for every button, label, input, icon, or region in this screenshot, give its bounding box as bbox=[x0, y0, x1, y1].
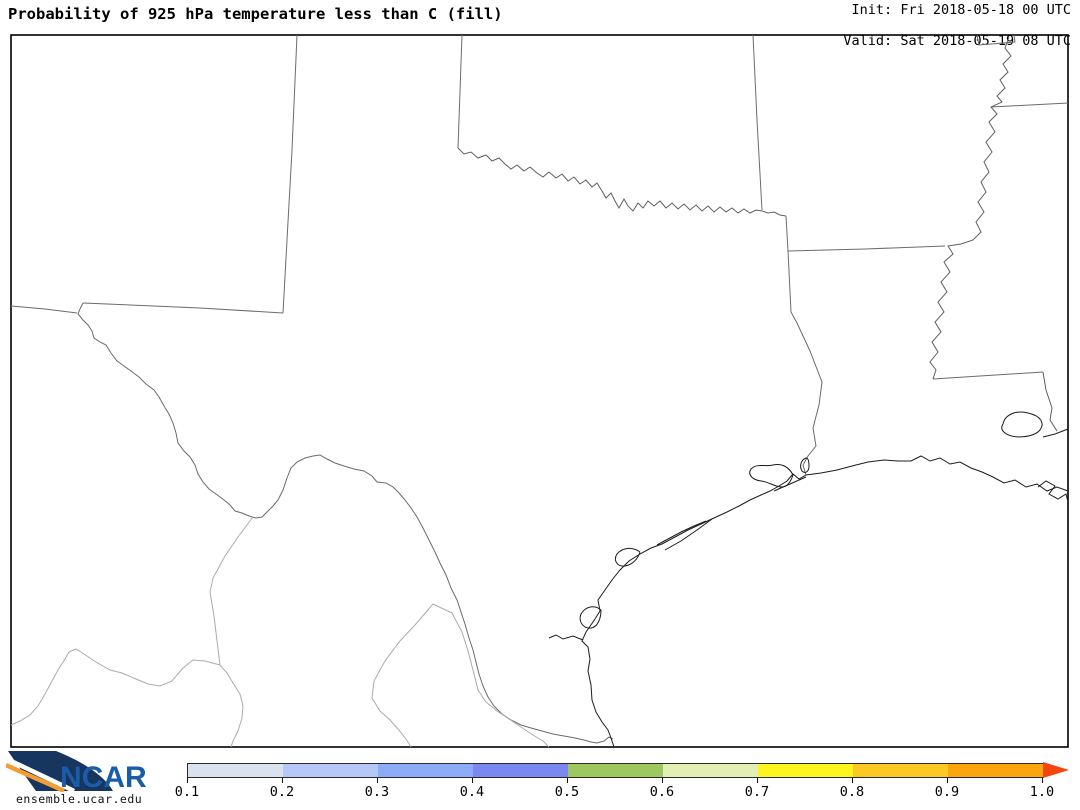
ncar-logo-white-stripe bbox=[6, 756, 76, 792]
colorbar-tick bbox=[662, 778, 663, 783]
gulf-coastline bbox=[581, 455, 1069, 748]
sabine-lake bbox=[800, 457, 810, 473]
border-oklahoma-arkansas bbox=[752, 34, 763, 211]
border-chihuahua-coahuila bbox=[209, 516, 254, 666]
colorbar-segments bbox=[187, 763, 1044, 778]
border-arkansas-louisiana bbox=[787, 245, 946, 252]
baffin-bay bbox=[548, 634, 584, 641]
colorbar-tick-label: 0.3 bbox=[364, 784, 390, 800]
border-coahuila-durango bbox=[219, 664, 244, 748]
border-louisiana-mississippi-31n bbox=[932, 371, 1044, 380]
border-texas-arkansas bbox=[785, 215, 789, 252]
colorbar-segment bbox=[853, 764, 948, 777]
colorbar-tick bbox=[377, 778, 378, 783]
galveston-island bbox=[773, 476, 807, 492]
colorbar-tick-label: 0.2 bbox=[269, 784, 295, 800]
site-url: ensemble.ucar.edu bbox=[16, 792, 143, 806]
valid-time: Valid: Sat 2018-05-19 08 UTC bbox=[843, 33, 1071, 49]
red-river-texas-oklahoma bbox=[457, 147, 787, 217]
ncar-logo-swoosh bbox=[8, 751, 113, 791]
colorbar-segment bbox=[948, 764, 1043, 777]
colorbar-segment bbox=[378, 764, 473, 777]
mississippi-river bbox=[929, 36, 1012, 380]
ncar-logo-text: NCAR bbox=[60, 761, 147, 792]
model-times: Init: Fri 2018-05-18 00 UTC Valid: Sat 2… bbox=[843, 2, 1071, 50]
border-nuevoleon-tamaulipas bbox=[432, 603, 550, 748]
colorbar-tick bbox=[282, 778, 283, 783]
matagorda-bay bbox=[656, 520, 707, 546]
colorbar-tick-label: 0.1 bbox=[174, 784, 200, 800]
border-newmexico-texas-south bbox=[82, 302, 284, 314]
colorbar-tick-label: 1.0 bbox=[1029, 784, 1055, 800]
colorbar-tick bbox=[852, 778, 853, 783]
colorbar-tick bbox=[757, 778, 758, 783]
colorbar-tick bbox=[472, 778, 473, 783]
colorbar-segment bbox=[758, 764, 853, 777]
map-frame bbox=[10, 34, 1069, 748]
border-coahuila-nuevoleon bbox=[371, 603, 434, 748]
probability-colorbar: 0.1 0.2 0.3 0.4 0.5 0.6 0.7 0.8 0.9 1.0 bbox=[175, 762, 1069, 803]
colorbar-tick bbox=[187, 778, 188, 783]
mississippi-sound-shore bbox=[1042, 428, 1069, 438]
border-texas-oklahoma-100w bbox=[457, 34, 463, 149]
border-texas-louisiana-sabine bbox=[787, 250, 823, 476]
colorbar-tick bbox=[1042, 778, 1043, 783]
colorbar-tick-label: 0.5 bbox=[554, 784, 580, 800]
corpus-christi-bay bbox=[579, 606, 602, 629]
colorbar-tick bbox=[947, 778, 948, 783]
ncar-logo: NCAR bbox=[6, 751, 147, 792]
colorbar-segment bbox=[568, 764, 663, 777]
border-chihuahua-durango bbox=[10, 648, 221, 726]
border-mexico-newmexico bbox=[10, 305, 78, 314]
page-title: Probability of 925 hPa temperature less … bbox=[8, 5, 503, 23]
colorbar-tick-label: 0.9 bbox=[934, 784, 960, 800]
init-time: Init: Fri 2018-05-18 00 UTC bbox=[851, 2, 1071, 18]
pearl-river bbox=[1042, 371, 1058, 432]
mississippi-delta bbox=[1037, 480, 1069, 503]
colorbar-tick-label: 0.7 bbox=[744, 784, 770, 800]
colorbar-tick bbox=[567, 778, 568, 783]
rio-grande-border bbox=[77, 302, 614, 744]
colorbar-segment bbox=[283, 764, 378, 777]
border-tennessee-mississippi bbox=[990, 102, 1069, 108]
galveston-bay bbox=[749, 464, 794, 488]
colorbar-segment bbox=[188, 764, 283, 777]
colorbar-arrow bbox=[1043, 762, 1069, 778]
colorbar-tick-label: 0.6 bbox=[649, 784, 675, 800]
colorbar-segment bbox=[663, 764, 758, 777]
missouri-bootheel bbox=[976, 34, 1016, 46]
colorbar-tick-label: 0.8 bbox=[839, 784, 865, 800]
matagorda-island bbox=[664, 518, 713, 551]
colorbar-segment bbox=[473, 764, 568, 777]
border-newmexico-texas-west bbox=[282, 34, 298, 314]
lake-pontchartrain bbox=[1001, 411, 1043, 438]
ncar-logo-orange-stripe bbox=[6, 762, 66, 792]
san-antonio-bay bbox=[614, 547, 641, 567]
colorbar-tick-label: 0.4 bbox=[459, 784, 485, 800]
